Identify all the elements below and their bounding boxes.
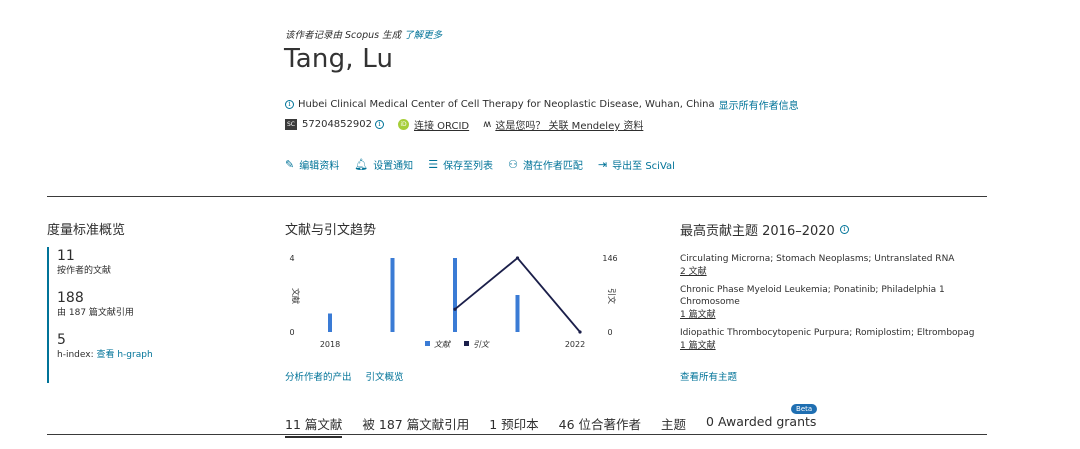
users-icon: ⚇ (508, 158, 518, 171)
show-all-author-info-link[interactable]: 显示所有作者信息 (718, 101, 799, 112)
tab-co-authors[interactable]: 46 位合著作者 (558, 417, 642, 432)
mendeley-link[interactable]: 这是您吗？ 关联 Mendeley 资料 (495, 121, 644, 132)
topic-item: Idiopathic Thrombocytopenic Purpura; Rom… (680, 327, 980, 353)
list-icon: ☰ (428, 158, 439, 171)
author-name: Tang, Lu (284, 44, 394, 74)
h-index-value: 5 (57, 332, 66, 348)
info-icon: i (285, 100, 294, 109)
topic-name: Idiopathic Thrombocytopenic Purpura; Rom… (680, 328, 975, 338)
citations-point-2021[interactable] (515, 256, 520, 260)
tab-cited-by[interactable]: 被 187 篇文献引用 (362, 417, 470, 432)
beta-badge: Beta (791, 404, 818, 414)
topic-item: Chronic Phase Myeloid Leukemia; Ponatini… (680, 284, 980, 322)
citations-point-2020[interactable] (453, 307, 457, 311)
documents-bar-2019[interactable] (390, 258, 395, 332)
affiliation-text: Hubei Clinical Medical Center of Cell Th… (298, 99, 715, 110)
trend-title: 文献与引文趋势 (285, 223, 377, 238)
export-scival-button[interactable]: ⇥ 导出至 SciVal (598, 157, 675, 172)
documents-citations-chart: 4 0 146 0 文献 引文 2018 2022 文献 引文 (289, 254, 617, 349)
citations-point-2022[interactable] (578, 330, 582, 334)
legend-documents-swatch (425, 341, 430, 346)
y-left-min-tick: 0 (289, 328, 294, 337)
x-tick-start: 2018 (320, 340, 340, 349)
potential-author-matches-label: 潜在作者匹配 (522, 161, 583, 172)
tab-awarded-grants[interactable]: 0 Awarded grants Beta (706, 404, 818, 438)
metrics-list: 11 按作者的文献 188 由 187 篇文献引用 5 h-index: 查看 … (47, 247, 227, 383)
documents-metric: 11 按作者的文献 (57, 247, 227, 277)
h-index-row: h-index: 查看 h-graph (57, 349, 227, 361)
view-all-topics-link[interactable]: 查看所有主题 (680, 372, 738, 383)
mendeley-icon: ʍ (483, 119, 492, 130)
y-left-label: 文献 (291, 288, 301, 304)
tab-documents[interactable]: 11 篇文献 (285, 414, 343, 438)
h-index-label: h-index: (57, 350, 94, 360)
y-left-max-tick: 4 (289, 254, 294, 263)
scopus-id-info-icon[interactable]: i (375, 120, 384, 129)
y-right-label: 引文 (607, 288, 617, 304)
orcid-icon: iD (398, 119, 409, 130)
export-scival-label: 导出至 SciVal (612, 161, 675, 172)
scopus-id-icon: SC (285, 119, 297, 130)
pencil-icon: ✎ (285, 158, 295, 171)
scopus-id: 57204852902 (302, 119, 372, 130)
potential-author-matches-button[interactable]: ⚇ 潜在作者匹配 (508, 157, 583, 172)
edit-profile-label: 编辑资料 (299, 161, 340, 172)
view-h-graph-link[interactable]: 查看 h-graph (96, 350, 153, 360)
action-bar: ✎ 编辑资料 🔔︎ 设置通知 ☰ 保存至列表 ⚇ 潜在作者匹配 ⇥ 导出至 Sc… (285, 157, 690, 172)
documents-label: 按作者的文献 (57, 266, 112, 276)
set-alert-label: 设置通知 (373, 161, 414, 172)
analyze-author-output-link[interactable]: 分析作者的产出 (285, 372, 352, 383)
topic-documents-link[interactable]: 1 篇文献 (680, 341, 716, 351)
tab-preprints[interactable]: 1 预印本 (489, 417, 539, 432)
header-divider (47, 196, 987, 197)
topics-info-icon[interactable]: i (839, 225, 849, 234)
citations-count: 188 (57, 290, 84, 306)
topics-title-row: 最高贡献主题 2016–2020 i (680, 220, 849, 239)
documents-bar-2021[interactable] (515, 295, 520, 332)
awarded-grants-label: 0 Awarded grants (706, 414, 817, 429)
topics-list: Circulating Microrna; Stomach Neoplasms;… (680, 253, 980, 358)
topic-name: Chronic Phase Myeloid Leukemia; Ponatini… (680, 285, 945, 307)
bell-icon: 🔔︎ (354, 158, 369, 171)
topic-name: Circulating Microrna; Stomach Neoplasms;… (680, 254, 955, 264)
legend-citations-swatch (464, 341, 469, 346)
provenance-text: 该作者记录由 Scopus 生成 (285, 30, 402, 41)
topic-documents-link[interactable]: 1 篇文献 (680, 310, 716, 320)
documents-bar-2018[interactable] (328, 313, 332, 333)
legend-citations-label: 引文 (473, 340, 490, 349)
h-index-metric: 5 h-index: 查看 h-graph (57, 331, 227, 361)
tab-topics[interactable]: 主题 (661, 417, 687, 432)
connect-orcid-link[interactable]: 连接 ORCID (414, 121, 470, 132)
save-to-list-label: 保存至列表 (443, 161, 494, 172)
edit-profile-button[interactable]: ✎ 编辑资料 (285, 157, 339, 172)
chart-links: 分析作者的产出 引文概览 (285, 369, 404, 383)
citations-metric: 188 由 187 篇文献引用 (57, 289, 227, 319)
save-to-list-button[interactable]: ☰ 保存至列表 (428, 157, 493, 172)
citations-label: 由 187 篇文献引用 (57, 308, 134, 318)
set-alert-button[interactable]: 🔔︎ 设置通知 (354, 157, 413, 172)
metrics-title: 度量标准概览 (47, 223, 126, 238)
y-right-max-tick: 146 (602, 254, 617, 263)
legend-documents-label: 文献 (434, 340, 451, 349)
documents-bar-2020[interactable] (453, 258, 457, 332)
y-right-min-tick: 0 (607, 328, 612, 337)
x-tick-end: 2022 (565, 340, 585, 349)
citation-overview-link[interactable]: 引文概览 (365, 372, 404, 383)
topic-item: Circulating Microrna; Stomach Neoplasms;… (680, 253, 980, 279)
affiliation-row: i Hubei Clinical Medical Center of Cell … (285, 97, 799, 112)
topic-documents-link[interactable]: 2 文献 (680, 267, 707, 277)
tab-bar: 11 篇文献 被 187 篇文献引用 1 预印本 46 位合著作者 主题 0 A… (285, 404, 836, 438)
learn-more-link[interactable]: 了解更多 (404, 30, 443, 41)
export-icon: ⇥ (597, 158, 608, 171)
identifiers-row: SC 57204852902 i iD 连接 ORCID ʍ 这是您吗？ 关联 … (285, 117, 643, 132)
provenance-note: 该作者记录由 Scopus 生成 了解更多 (285, 27, 442, 41)
documents-count: 11 (57, 248, 75, 264)
tabs-divider (47, 434, 987, 435)
topics-title: 最高贡献主题 2016–2020 (680, 224, 835, 239)
